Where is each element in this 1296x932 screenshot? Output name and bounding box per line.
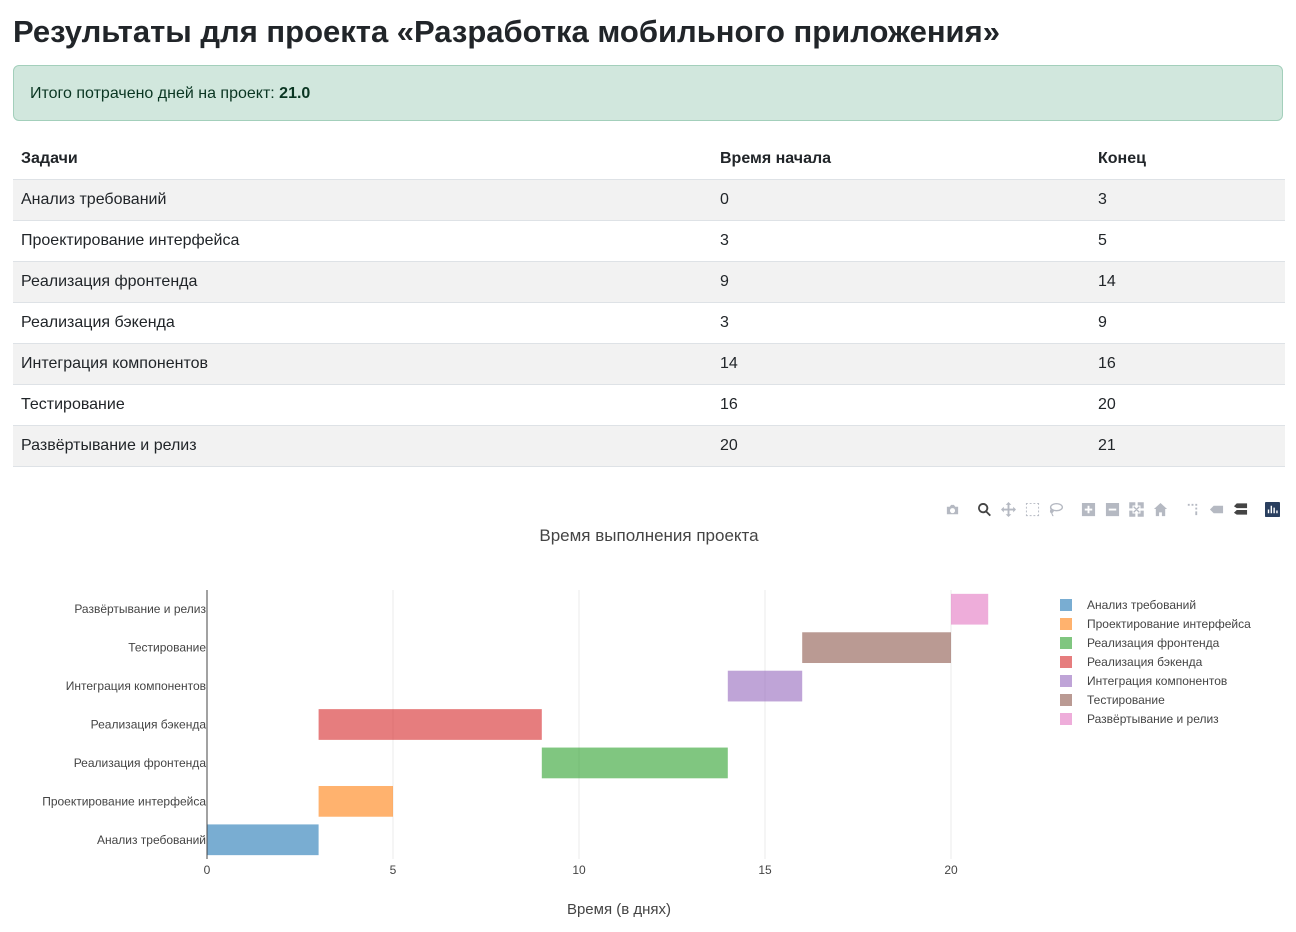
y-tick-label: Реализация бэкенда bbox=[91, 718, 207, 732]
gantt-chart: Время выполнения проекта Анализ требован… bbox=[42, 526, 1251, 918]
table-row: Проектирование интерфейса 3 5 bbox=[13, 220, 1285, 262]
task-start: 3 bbox=[712, 302, 1090, 344]
zoom-in-icon[interactable] bbox=[1076, 500, 1100, 518]
task-end: 21 bbox=[1090, 425, 1285, 467]
task-name: Развёртывание и релиз bbox=[13, 425, 712, 467]
page-title: Результаты для проекта «Разработка мобил… bbox=[13, 14, 1000, 49]
y-tick-label: Реализация фронтенда bbox=[74, 756, 207, 770]
x-tick-label: 20 bbox=[944, 863, 958, 877]
summary-value: 21.0 bbox=[279, 85, 311, 102]
x-tick-label: 15 bbox=[758, 863, 772, 877]
gantt-bar[interactable] bbox=[951, 593, 989, 625]
task-start: 16 bbox=[712, 384, 1090, 426]
lasso-icon[interactable] bbox=[1044, 500, 1068, 518]
table-row: Анализ требований 0 3 bbox=[13, 179, 1285, 221]
gantt-bar[interactable] bbox=[318, 709, 542, 740]
task-end: 14 bbox=[1090, 261, 1285, 303]
box-select-icon[interactable] bbox=[1020, 500, 1044, 518]
header-end: Конец bbox=[1090, 139, 1285, 180]
table-header-row: Задачи Время начала Конец bbox=[13, 139, 1285, 180]
legend-label[interactable]: Интеграция компонентов bbox=[1087, 674, 1227, 688]
zoom-out-icon[interactable] bbox=[1100, 500, 1124, 518]
gantt-bar[interactable] bbox=[802, 632, 951, 664]
hover-closest-icon[interactable] bbox=[1204, 500, 1228, 518]
chart-y-axis: Анализ требований Проектирование интерфей… bbox=[42, 590, 208, 859]
camera-icon[interactable] bbox=[940, 500, 964, 518]
task-start: 0 bbox=[712, 179, 1090, 221]
table-row: Интеграция компонентов 14 16 bbox=[13, 343, 1285, 385]
gantt-bar[interactable] bbox=[207, 824, 319, 856]
y-tick-label: Развёртывание и релиз bbox=[74, 602, 206, 616]
header-tasks: Задачи bbox=[13, 139, 712, 180]
task-end: 3 bbox=[1090, 179, 1285, 221]
legend-label[interactable]: Реализация бэкенда bbox=[1087, 655, 1203, 669]
gantt-bar[interactable] bbox=[727, 670, 803, 702]
y-tick-label: Проектирование интерфейса bbox=[42, 794, 206, 808]
table-row: Реализация бэкенда 3 9 bbox=[13, 302, 1285, 344]
gantt-bar[interactable] bbox=[541, 747, 728, 779]
x-tick-label: 5 bbox=[390, 863, 397, 877]
task-end: 5 bbox=[1090, 220, 1285, 262]
task-name: Реализация бэкенда bbox=[13, 302, 712, 344]
task-start: 14 bbox=[712, 343, 1090, 385]
chart-x-axis: 0 5 10 15 20 bbox=[204, 863, 958, 877]
legend-swatch[interactable] bbox=[1060, 694, 1072, 706]
gantt-bar[interactable] bbox=[318, 785, 393, 817]
table-row: Тестирование 16 20 bbox=[13, 384, 1285, 426]
y-tick-label: Тестирование bbox=[128, 641, 206, 655]
chart-bars bbox=[207, 593, 989, 856]
legend-label[interactable]: Анализ требований bbox=[1087, 598, 1196, 612]
pan-icon[interactable] bbox=[996, 500, 1020, 518]
zoom-icon[interactable] bbox=[972, 500, 996, 518]
legend-label[interactable]: Проектирование интерфейса bbox=[1087, 617, 1251, 631]
task-start: 3 bbox=[712, 220, 1090, 262]
summary-label: Итого потрачено дней на проект: bbox=[30, 85, 275, 102]
chart-modebar bbox=[940, 500, 1284, 518]
hover-compare-icon[interactable] bbox=[1228, 500, 1252, 518]
x-tick-label: 0 bbox=[204, 863, 211, 877]
x-axis-title: Время (в днях) bbox=[567, 901, 671, 918]
autoscale-icon[interactable] bbox=[1124, 500, 1148, 518]
task-start: 20 bbox=[712, 425, 1090, 467]
plotly-logo-icon[interactable] bbox=[1260, 500, 1284, 518]
task-name: Реализация фронтенда bbox=[13, 261, 712, 303]
spike-lines-icon[interactable] bbox=[1180, 500, 1204, 518]
task-end: 9 bbox=[1090, 302, 1285, 344]
y-tick-label: Анализ требований bbox=[97, 833, 206, 847]
summary-alert: Итого потрачено дней на проект: 21.0 bbox=[13, 65, 1283, 121]
y-tick-label: Интеграция компонентов bbox=[66, 679, 206, 693]
task-name: Проектирование интерфейса bbox=[13, 220, 712, 262]
task-name: Интеграция компонентов bbox=[13, 343, 712, 385]
legend-swatch[interactable] bbox=[1060, 713, 1072, 725]
table-row: Развёртывание и релиз 20 21 bbox=[13, 425, 1285, 467]
table-row: Реализация фронтенда 9 14 bbox=[13, 261, 1285, 303]
chart-title: Время выполнения проекта bbox=[539, 526, 759, 545]
legend-swatch[interactable] bbox=[1060, 656, 1072, 668]
chart-legend: Анализ требований Проектирование интерфей… bbox=[1060, 598, 1251, 726]
legend-swatch[interactable] bbox=[1060, 637, 1072, 649]
x-tick-label: 10 bbox=[572, 863, 586, 877]
task-start: 9 bbox=[712, 261, 1090, 303]
reset-axes-icon[interactable] bbox=[1148, 500, 1172, 518]
legend-label[interactable]: Развёртывание и релиз bbox=[1087, 712, 1219, 726]
legend-label[interactable]: Тестирование bbox=[1087, 693, 1165, 707]
legend-label[interactable]: Реализация фронтенда bbox=[1087, 636, 1220, 650]
legend-swatch[interactable] bbox=[1060, 675, 1072, 687]
tasks-table: Задачи Время начала Конец Анализ требова… bbox=[13, 139, 1285, 467]
header-start: Время начала bbox=[712, 139, 1090, 180]
task-end: 20 bbox=[1090, 384, 1285, 426]
legend-swatch[interactable] bbox=[1060, 618, 1072, 630]
task-name: Анализ требований bbox=[13, 179, 712, 221]
task-name: Тестирование bbox=[13, 384, 712, 426]
legend-swatch[interactable] bbox=[1060, 599, 1072, 611]
task-end: 16 bbox=[1090, 343, 1285, 385]
